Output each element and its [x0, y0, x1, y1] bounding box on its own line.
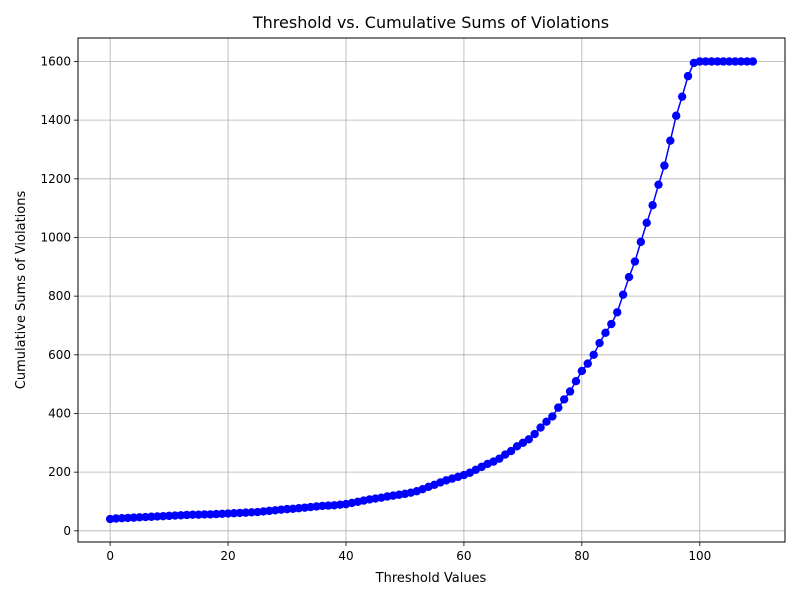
chart-title: Threshold vs. Cumulative Sums of Violati…	[252, 13, 609, 32]
data-point	[200, 510, 209, 519]
data-point	[672, 111, 681, 120]
plot-area	[77, 37, 786, 543]
data-point	[318, 501, 327, 511]
y-tick-label: 200	[48, 465, 71, 479]
data-point	[654, 180, 663, 189]
data-point	[565, 387, 575, 396]
series	[105, 57, 758, 524]
data-point	[530, 429, 539, 439]
data-point	[188, 510, 197, 519]
data-point	[241, 508, 250, 517]
data-point	[135, 513, 144, 522]
data-point	[206, 510, 215, 519]
data-point	[495, 454, 504, 463]
data-point	[648, 201, 657, 210]
y-tick-label: 600	[48, 348, 71, 362]
data-point	[666, 136, 675, 145]
data-point	[159, 511, 168, 521]
data-point	[607, 319, 616, 329]
data-point	[730, 57, 740, 66]
data-point	[554, 403, 563, 412]
grid	[78, 38, 785, 542]
data-point	[707, 57, 716, 66]
x-tick-label: 20	[220, 549, 235, 563]
data-point	[542, 417, 551, 426]
data-point	[247, 508, 256, 517]
x-tick-label: 60	[456, 549, 471, 563]
x-tick-label: 100	[688, 549, 711, 563]
data-point	[194, 510, 203, 519]
data-point	[111, 514, 121, 523]
y-tick-label: 1200	[40, 172, 71, 186]
data-point	[129, 513, 138, 522]
y-tick-label: 800	[48, 289, 71, 303]
y-tick-label: 1000	[40, 230, 71, 244]
data-point	[235, 508, 245, 518]
data-point	[701, 57, 710, 66]
data-point	[683, 71, 693, 81]
x-axis-label: Threshold Values	[375, 571, 487, 586]
data-point	[153, 512, 162, 521]
data-point	[583, 359, 592, 368]
data-point	[630, 257, 640, 266]
data-point	[571, 377, 581, 386]
data-point	[642, 218, 651, 228]
data-point	[506, 446, 516, 456]
x-tick-label: 80	[574, 549, 589, 563]
data-point	[282, 504, 292, 514]
data-point	[589, 350, 598, 360]
data-point	[536, 423, 545, 432]
data-point	[217, 509, 227, 519]
y-tick-label: 1400	[40, 113, 71, 127]
series-line	[110, 60, 753, 520]
y-tick-label: 400	[48, 406, 71, 420]
data-point	[182, 510, 191, 520]
data-point	[713, 57, 722, 66]
data-point	[164, 511, 174, 521]
data-point	[660, 161, 669, 170]
data-point	[636, 237, 646, 247]
data-point	[147, 512, 156, 521]
data-point	[176, 511, 186, 520]
data-point	[748, 57, 758, 66]
data-point	[117, 514, 127, 523]
data-point	[170, 511, 180, 520]
data-point	[613, 308, 622, 317]
data-point	[736, 57, 746, 66]
data-point	[559, 395, 569, 404]
data-point	[123, 513, 133, 523]
data-point	[324, 501, 333, 510]
data-point	[742, 57, 752, 66]
data-point	[595, 338, 604, 348]
data-point	[719, 57, 728, 66]
x-tick-label: 0	[106, 549, 114, 563]
data-point	[577, 366, 587, 376]
data-point	[677, 92, 687, 101]
data-point	[548, 412, 557, 421]
data-point	[601, 328, 610, 338]
data-point	[624, 272, 634, 282]
data-point	[223, 509, 233, 518]
y-tick-label: 0	[63, 524, 71, 538]
y-tick-label: 1600	[40, 54, 71, 68]
y-axis-label: Cumulative Sums of Violations	[14, 191, 29, 390]
data-point	[695, 57, 704, 66]
data-point	[141, 512, 150, 522]
data-point	[524, 435, 533, 444]
data-point	[229, 509, 239, 518]
x-tick-label: 40	[338, 549, 353, 563]
data-point	[725, 57, 734, 66]
axis-ticks: 0 20 40 60 80 1000200400600800100012001400160…	[40, 54, 711, 563]
data-point	[618, 290, 628, 299]
data-point	[212, 509, 221, 519]
